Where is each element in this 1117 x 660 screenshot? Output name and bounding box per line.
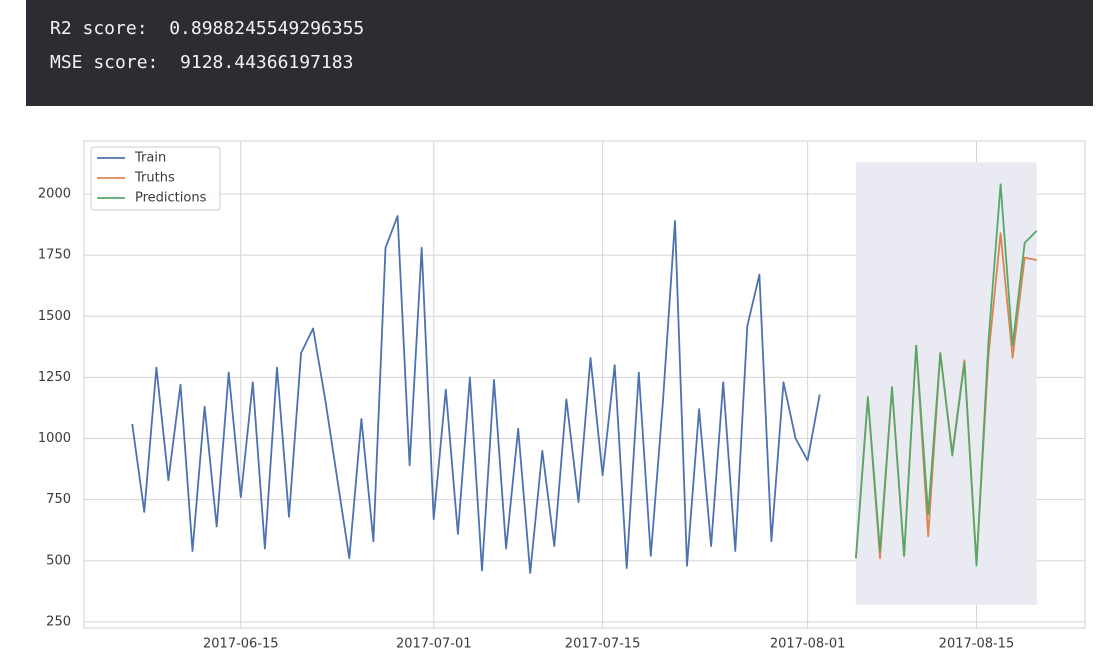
y-tick-label: 1250 xyxy=(38,370,71,385)
x-tick-label: 2017-06-15 xyxy=(203,637,279,652)
shaded-region xyxy=(855,162,1037,605)
legend-label: Train xyxy=(134,151,166,166)
legend-box xyxy=(90,146,221,211)
legend-label: Predictions xyxy=(135,191,207,206)
y-tick-label: 2000 xyxy=(38,187,71,202)
output-line: MSE score: 9128.44366197183 xyxy=(50,52,354,73)
y-tick-label: 1750 xyxy=(38,248,71,263)
y-tick-label: 750 xyxy=(46,492,71,507)
x-tick-label: 2017-08-15 xyxy=(939,637,1015,652)
x-tick-label: 2017-08-01 xyxy=(770,637,846,652)
series-line xyxy=(131,215,821,574)
output-cell: R2 score: 0.8988245549296355 MSE score: … xyxy=(26,0,1093,106)
x-tick-label: 2017-07-15 xyxy=(565,637,641,652)
series-line xyxy=(855,183,1038,567)
y-tick-label: 500 xyxy=(46,553,71,568)
y-tick-label: 1000 xyxy=(38,431,71,446)
output-line: R2 score: 0.8988245549296355 xyxy=(50,18,365,39)
x-tick-label: 2017-07-01 xyxy=(396,637,472,652)
y-tick-label: 250 xyxy=(46,614,71,629)
legend-label: Truths xyxy=(134,171,175,186)
y-tick-label: 1500 xyxy=(38,309,71,324)
